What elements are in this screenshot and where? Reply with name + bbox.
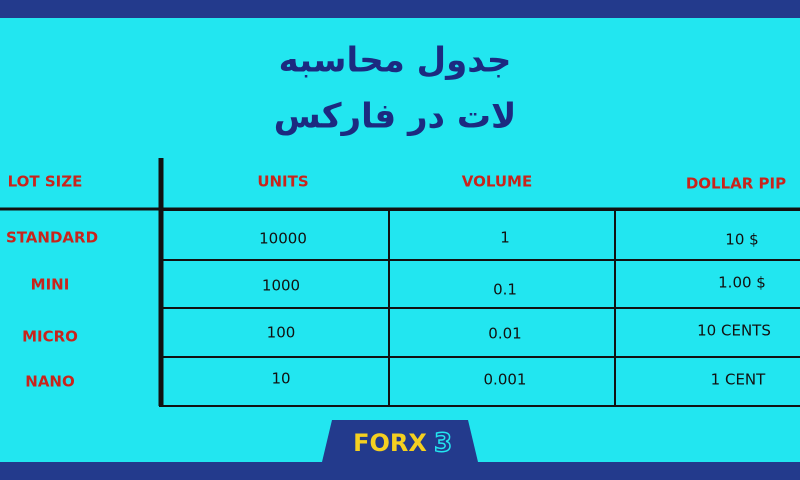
title-line: جدول محاسبه	[279, 41, 512, 81]
cell: 1000	[262, 277, 300, 295]
bottom-band	[0, 462, 800, 480]
logo-text: FORX	[353, 429, 427, 457]
logo-tab	[322, 420, 478, 462]
row-label: MINI	[31, 276, 70, 294]
column-header: DOLLAR PIP	[686, 175, 786, 193]
column-header: LOT SIZE	[8, 173, 83, 191]
cell: 100	[267, 324, 296, 342]
column-header: UNITS	[257, 173, 308, 191]
cell: 1 CENT	[711, 371, 766, 389]
cell: 0.1	[493, 281, 517, 299]
column-header: VOLUME	[462, 173, 532, 191]
cell: 10	[271, 370, 290, 388]
table: LOT SIZE UNITS VOLUME DOLLAR PIP STANDAR…	[0, 158, 800, 407]
cell: 1.00 $	[718, 274, 766, 292]
cell: 0.001	[484, 371, 527, 389]
logo: FORX 3	[322, 420, 478, 462]
cell: 10 $	[725, 231, 758, 249]
logo-number: 3	[434, 429, 452, 459]
row-label: STANDARD	[6, 229, 98, 247]
row-label: NANO	[25, 373, 74, 391]
cell: 1	[500, 229, 510, 247]
cell: 10000	[259, 230, 307, 248]
row-label: MICRO	[22, 328, 78, 346]
title-line: لات در فارکس	[274, 97, 517, 137]
cell: 10 CENTS	[697, 322, 771, 340]
cell: 0.01	[488, 325, 521, 343]
top-band	[0, 0, 800, 18]
